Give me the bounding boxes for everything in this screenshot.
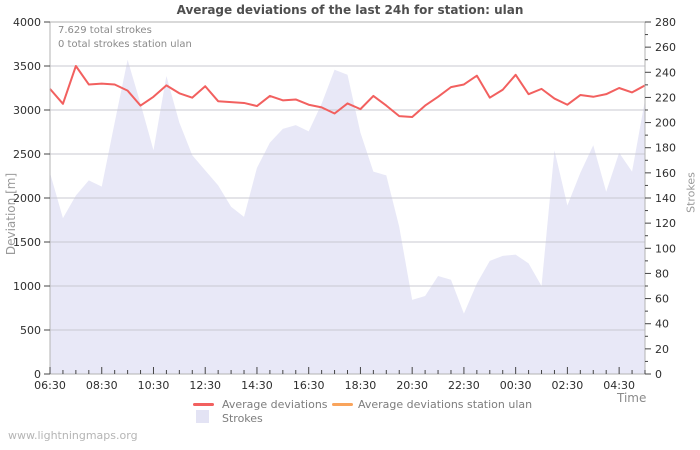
series-average-deviations xyxy=(49,65,646,119)
svg-text:18:30: 18:30 xyxy=(345,379,377,392)
strokes-area xyxy=(50,59,645,374)
watermark-link[interactable]: www.lightningmaps.org xyxy=(8,429,138,442)
svg-text:140: 140 xyxy=(655,192,676,205)
svg-text:10:30: 10:30 xyxy=(138,379,170,392)
svg-text:1500: 1500 xyxy=(13,236,41,249)
left-axis-title: Deviation [m] xyxy=(4,172,18,256)
svg-text:120: 120 xyxy=(655,217,676,230)
svg-text:06:30: 06:30 xyxy=(34,379,66,392)
svg-text:240: 240 xyxy=(655,66,676,79)
svg-text:02:30: 02:30 xyxy=(552,379,584,392)
total-strokes-annotation: 7.629 total strokes xyxy=(58,25,152,36)
svg-text:40: 40 xyxy=(655,318,669,331)
x-axis-title: Time xyxy=(617,391,647,405)
svg-text:80: 80 xyxy=(655,267,669,280)
svg-text:0: 0 xyxy=(655,368,662,381)
svg-text:12:30: 12:30 xyxy=(189,379,221,392)
svg-text:260: 260 xyxy=(655,41,676,54)
svg-text:3500: 3500 xyxy=(13,60,41,73)
legend-label-average-deviations: Average deviations xyxy=(222,398,328,411)
svg-text:280: 280 xyxy=(655,16,676,29)
svg-text:200: 200 xyxy=(655,117,676,130)
gridlines xyxy=(50,65,645,331)
svg-text:60: 60 xyxy=(655,293,669,306)
svg-text:2500: 2500 xyxy=(13,148,41,161)
svg-text:160: 160 xyxy=(655,167,676,180)
axis-ticks xyxy=(44,21,651,375)
chart-title: Average deviations of the last 24h for s… xyxy=(176,3,524,17)
svg-text:00:30: 00:30 xyxy=(500,379,532,392)
axis-tick-labels: 4000350030002500200015001000500028026024… xyxy=(13,16,676,392)
svg-text:04:30: 04:30 xyxy=(603,379,635,392)
legend-label-strokes: Strokes xyxy=(222,412,263,425)
svg-text:08:30: 08:30 xyxy=(86,379,118,392)
svg-text:2000: 2000 xyxy=(13,192,41,205)
svg-text:20: 20 xyxy=(655,343,669,356)
svg-text:4000: 4000 xyxy=(13,16,41,29)
legend-swatch-average-deviations xyxy=(193,403,214,406)
svg-text:14:30: 14:30 xyxy=(241,379,273,392)
svg-text:16:30: 16:30 xyxy=(293,379,325,392)
svg-text:220: 220 xyxy=(655,91,676,104)
svg-text:180: 180 xyxy=(655,142,676,155)
svg-text:20:30: 20:30 xyxy=(396,379,428,392)
svg-text:0: 0 xyxy=(34,368,41,381)
svg-text:1000: 1000 xyxy=(13,280,41,293)
right-axis-title: Strokes xyxy=(684,172,698,213)
svg-text:100: 100 xyxy=(655,242,676,255)
svg-text:500: 500 xyxy=(20,324,41,337)
legend-label-average-deviations-station: Average deviations station ulan xyxy=(358,398,533,411)
svg-text:22:30: 22:30 xyxy=(448,379,480,392)
svg-text:3000: 3000 xyxy=(13,104,41,117)
legend-swatch-strokes xyxy=(196,410,209,423)
legend-swatch-average-deviations-station xyxy=(332,403,353,406)
station-strokes-annotation: 0 total strokes station ulan xyxy=(58,39,192,50)
